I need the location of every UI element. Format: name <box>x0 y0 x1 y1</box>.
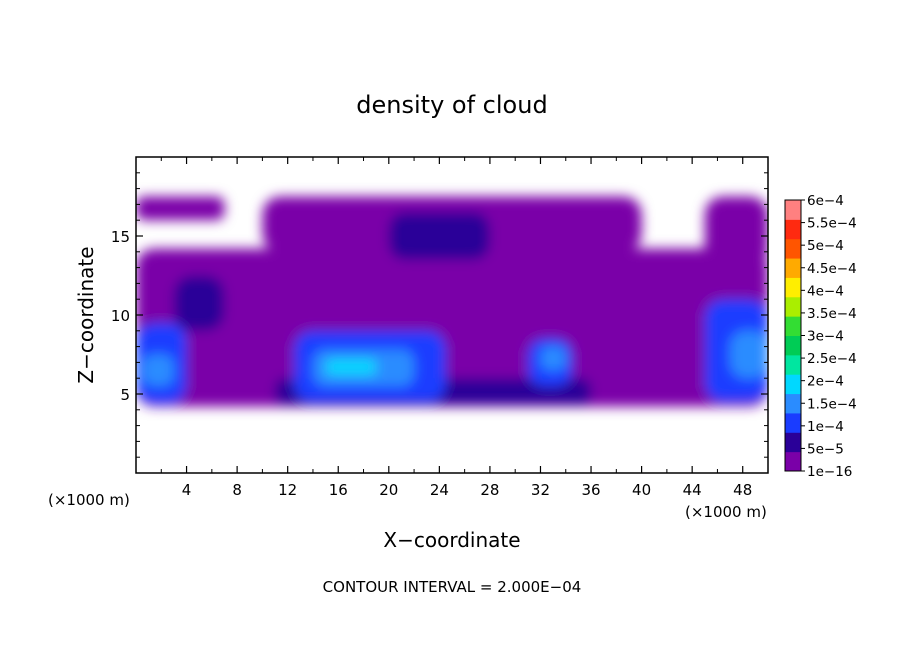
colorbar-swatch <box>785 374 801 395</box>
density-region <box>730 330 768 379</box>
density-region <box>388 212 490 260</box>
y-tick-label: 15 <box>111 228 130 246</box>
colorbar-swatch <box>785 354 801 375</box>
colorbar-label: 1e−4 <box>807 419 844 435</box>
colorbar-swatch <box>785 412 801 433</box>
x-tick-label: 36 <box>581 481 600 499</box>
colorbar-label: 5e−5 <box>807 441 844 457</box>
x-unit-right: (×1000 m) <box>685 503 767 521</box>
colorbar-label: 4e−4 <box>807 283 844 299</box>
colorbar-swatch <box>785 296 801 317</box>
colorbar-swatch <box>785 219 801 240</box>
x-tick-label: 8 <box>232 481 242 499</box>
colorbar-label: 6e−4 <box>807 193 844 209</box>
colorbar-swatch <box>785 432 801 453</box>
y-axis-label: Z−coordinate <box>74 246 98 383</box>
colorbar-label: 4.5e−4 <box>807 261 857 277</box>
colorbar: 1e−16 5e−5 1e−4 1.5e−4 2e−4 2.5e−4 3e−4 3.5e−4 4… <box>784 193 857 480</box>
x-tick-label: 40 <box>632 481 651 499</box>
chart-title: density of cloud <box>356 91 547 119</box>
x-tick-label: 24 <box>430 481 449 499</box>
x-axis-label: X−coordinate <box>383 528 520 552</box>
x-tick-label: 32 <box>531 481 550 499</box>
colorbar-swatch <box>785 238 801 259</box>
x-tick-label: 4 <box>182 481 192 499</box>
colorbar-swatch <box>785 258 801 278</box>
density-region <box>325 359 377 376</box>
density-region <box>136 196 225 221</box>
y-tick-label: 10 <box>111 307 130 325</box>
colorbar-label: 3.5e−4 <box>807 306 857 322</box>
colorbar-label: 5.5e−4 <box>807 216 857 232</box>
x-tick-label: 28 <box>480 481 499 499</box>
colorbar-swatch <box>785 200 801 220</box>
colorbar-swatch <box>785 393 801 414</box>
colorbar-swatch <box>785 335 801 356</box>
x-tick-label: 16 <box>329 481 348 499</box>
x-tick-label: 12 <box>278 481 297 499</box>
x-tick-label: 20 <box>379 481 398 499</box>
density-region <box>142 354 174 387</box>
density-region <box>540 346 566 371</box>
y-tick-label: 5 <box>120 386 130 404</box>
colorbar-label: 2.5e−4 <box>807 351 857 367</box>
x-unit-left: (×1000 m) <box>48 491 130 509</box>
colorbar-swatch <box>785 451 801 472</box>
x-tick-label: 48 <box>733 481 752 499</box>
colorbar-label: 3e−4 <box>807 329 844 345</box>
colorbar-label: 1e−16 <box>807 464 852 480</box>
colorbar-swatch <box>785 277 801 298</box>
contour-interval-note: CONTOUR INTERVAL = 2.000E−04 <box>323 578 582 596</box>
colorbar-label: 5e−4 <box>807 238 844 254</box>
density-region <box>173 275 225 331</box>
colorbar-swatch <box>785 316 801 336</box>
density-region <box>704 196 768 268</box>
x-tick-label: 44 <box>683 481 702 499</box>
colorbar-label: 1.5e−4 <box>807 396 857 412</box>
colorbar-label: 2e−4 <box>807 374 844 390</box>
plot-area <box>136 157 768 473</box>
